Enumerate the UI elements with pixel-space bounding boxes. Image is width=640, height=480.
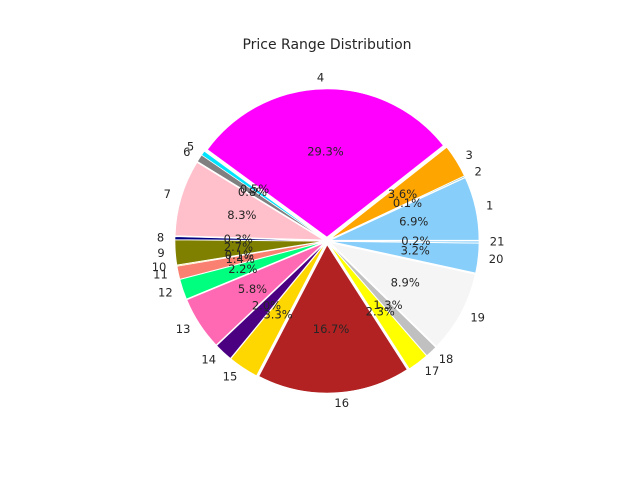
percentage-label-9: 2.7% — [224, 240, 253, 254]
percentage-label-2: 0.1% — [393, 196, 422, 210]
pie-slice-8 — [174, 236, 324, 242]
pie-slice-3 — [330, 146, 465, 240]
pie-slice-18 — [329, 243, 437, 357]
percentage-label-5: 0.5% — [240, 182, 269, 196]
percentage-label-3: 3.6% — [388, 187, 417, 201]
pie-slice-11 — [176, 241, 324, 280]
percentage-label-4: 29.3% — [307, 145, 344, 159]
category-label-3: 3 — [465, 148, 472, 162]
category-label-20: 20 — [489, 252, 504, 266]
percentage-label-7: 8.3% — [227, 208, 256, 222]
pie-slices — [174, 88, 480, 394]
percentage-label-1: 6.9% — [399, 214, 428, 228]
category-label-1: 1 — [486, 198, 493, 212]
pie-slice-7 — [174, 162, 325, 241]
pie-slice-19 — [329, 242, 476, 347]
category-label-10: 10 — [152, 260, 167, 274]
pie-slice-1 — [330, 177, 480, 241]
pie-slice-21 — [330, 240, 480, 244]
category-label-5: 5 — [187, 139, 194, 153]
category-label-4: 4 — [317, 71, 324, 85]
pie-slice-13 — [186, 242, 324, 346]
percentage-label-14: 2.0% — [252, 298, 281, 312]
pie-slice-9 — [174, 239, 324, 266]
percentage-label-12: 2.2% — [228, 262, 257, 276]
category-label-15: 15 — [223, 369, 238, 383]
category-label-16: 16 — [334, 396, 349, 410]
percentage-label-16: 16.7% — [313, 322, 350, 336]
category-label-7: 7 — [164, 187, 171, 201]
pie-slice-14 — [216, 243, 325, 359]
percentage-label-13: 5.8% — [238, 282, 267, 296]
category-label-21: 21 — [490, 235, 505, 249]
pie-slice-15 — [230, 244, 326, 377]
percentage-label-17: 2.3% — [366, 305, 395, 319]
percentage-label-8: 0.3% — [224, 232, 253, 246]
category-label-6: 6 — [183, 145, 190, 159]
category-label-19: 19 — [470, 311, 485, 325]
category-label-9: 9 — [157, 246, 164, 260]
percentage-label-19: 8.9% — [391, 276, 420, 290]
percentage-labels: 6.9%0.1%3.6%29.3%0.5%0.8%8.3%0.3%2.7%0.1… — [224, 145, 431, 336]
pie-slice-12 — [179, 241, 324, 300]
category-label-13: 13 — [176, 322, 191, 336]
pie-slice-20 — [330, 241, 480, 274]
pie-slice-16 — [258, 244, 408, 394]
percentage-label-10: 0.1% — [225, 248, 254, 262]
pie-slice-17 — [329, 244, 427, 370]
pie-slice-4 — [207, 88, 444, 238]
percentage-label-11: 1.4% — [226, 252, 255, 266]
percentage-label-15: 3.3% — [263, 308, 292, 322]
category-label-11: 11 — [153, 268, 168, 282]
percentage-label-18: 1.3% — [373, 298, 402, 312]
pie-slice-2 — [330, 175, 466, 240]
pie-slice-6 — [197, 154, 324, 240]
category-label-12: 12 — [158, 285, 173, 299]
category-label-8: 8 — [157, 230, 164, 244]
chart-title: Price Range Distribution — [242, 37, 411, 53]
category-label-2: 2 — [474, 165, 481, 179]
category-label-17: 17 — [425, 364, 440, 378]
category-label-18: 18 — [439, 352, 454, 366]
percentage-label-20: 3.2% — [401, 244, 430, 258]
percentage-label-6: 0.8% — [238, 185, 267, 199]
percentage-label-21: 0.2% — [401, 234, 430, 248]
category-label-14: 14 — [201, 353, 216, 367]
